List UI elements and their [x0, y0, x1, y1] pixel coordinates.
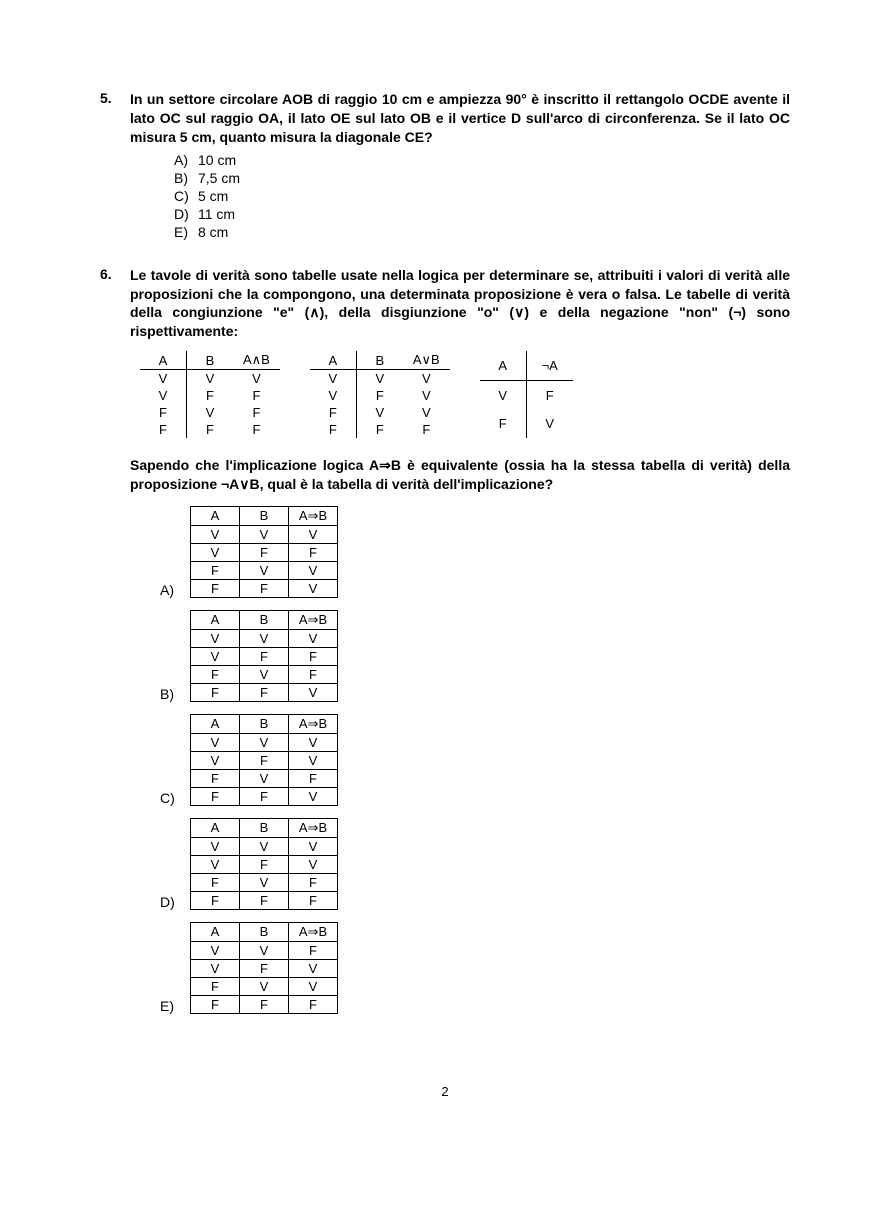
option-table: A)ABA⇒BVVVVFFFVVFFV [160, 506, 790, 598]
option-table-label: B) [160, 686, 190, 702]
question-stem: Le tavole di verità sono tabelle usate n… [130, 266, 790, 342]
option-table: D)ABA⇒BVVVVFVFVFFFF [160, 818, 790, 910]
option-table: E)ABA⇒BVVFVFVFVVFFF [160, 922, 790, 1014]
truth-table-and: ABA∧B VVV VFF FVF FFF [140, 351, 280, 438]
option-a: A)10 cm [174, 151, 790, 169]
truth-table: ABA⇒BVVVVFFFVFFFV [190, 610, 338, 702]
truth-table-not: A¬A VF FV [480, 351, 573, 438]
question-5: 5. In un settore circolare AOB di raggio… [100, 90, 790, 242]
option-d: D)11 cm [174, 205, 790, 223]
truth-table: ABA⇒BVVFVFVFVVFFF [190, 922, 338, 1014]
option-e: E)8 cm [174, 223, 790, 241]
option-b: B)7,5 cm [174, 169, 790, 187]
truth-table-or: ABA∨B VVV VFV FVV FFF [310, 351, 450, 438]
truth-table: ABA⇒BVVVVFVFVFFFF [190, 818, 338, 910]
question-6: 6. Le tavole di verità sono tabelle usat… [100, 266, 790, 1014]
question-number: 5. [100, 90, 130, 106]
option-table-label: C) [160, 790, 190, 806]
truth-table: ABA⇒BVVVVFFFVVFFV [190, 506, 338, 598]
option-c: C)5 cm [174, 187, 790, 205]
question-stem: In un settore circolare AOB di raggio 10… [130, 90, 790, 147]
question-stem-part2: Sapendo che l'implicazione logica A⇒B è … [130, 456, 790, 494]
option-list: A)10 cm B)7,5 cm C)5 cm D)11 cm E)8 cm [174, 151, 790, 242]
option-table-label: E) [160, 998, 190, 1014]
option-table: B)ABA⇒BVVVVFFFVFFFV [160, 610, 790, 702]
truth-table: ABA⇒BVVVVFVFVFFFV [190, 714, 338, 806]
question-number: 6. [100, 266, 130, 282]
option-table: C)ABA⇒BVVVVFVFVFFFV [160, 714, 790, 806]
option-tables: A)ABA⇒BVVVVFFFVVFFV B)ABA⇒BVVVVFFFVFFFV C)… [130, 506, 790, 1014]
page-number: 2 [100, 1084, 790, 1099]
option-table-label: A) [160, 582, 190, 598]
option-table-label: D) [160, 894, 190, 910]
truth-tables-row: ABA∧B VVV VFF FVF FFF ABA∨B VVV VFV FVV … [140, 351, 790, 438]
